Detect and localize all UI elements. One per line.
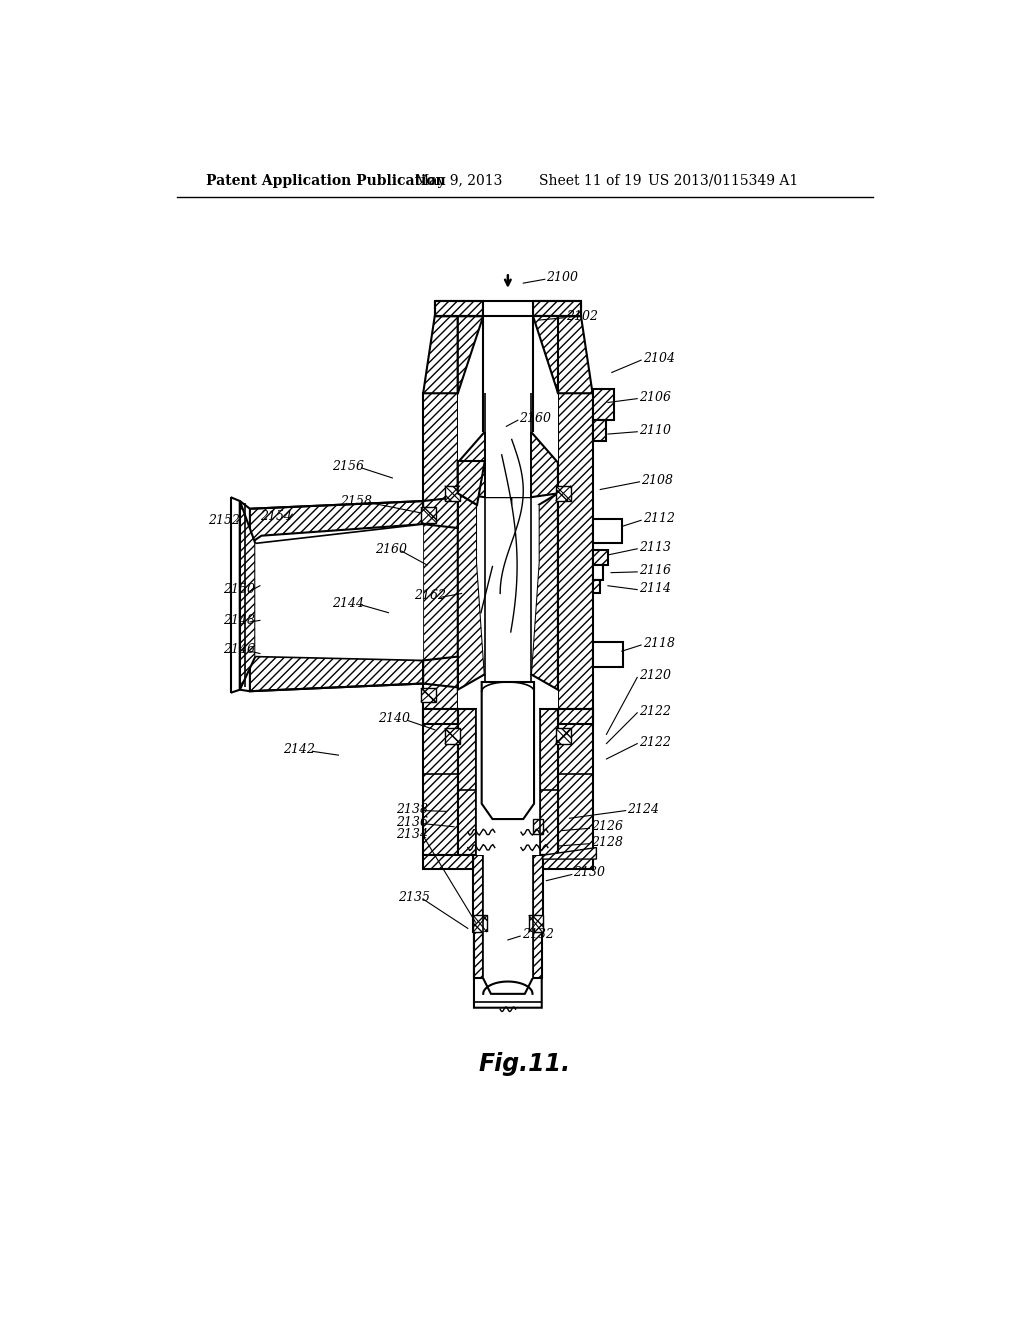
Polygon shape [481,682,535,818]
Polygon shape [458,494,484,689]
Polygon shape [421,507,436,523]
Polygon shape [532,317,558,393]
Polygon shape [240,502,255,689]
Text: 2135: 2135 [398,891,430,904]
Text: 2130: 2130 [573,866,605,879]
Text: 2138: 2138 [396,803,428,816]
Polygon shape [593,642,624,667]
Text: Patent Application Publication: Patent Application Publication [206,174,445,187]
Polygon shape [483,317,532,432]
Polygon shape [556,729,571,743]
Polygon shape [473,855,483,932]
Text: 2160: 2160 [519,412,551,425]
Text: 2144: 2144 [333,597,365,610]
Polygon shape [593,420,606,441]
Text: May 9, 2013: May 9, 2013 [416,174,503,187]
Polygon shape [423,393,458,709]
Text: 2124: 2124 [628,803,659,816]
Polygon shape [458,393,558,709]
Text: 2146: 2146 [223,643,255,656]
Polygon shape [444,729,460,743]
Text: 2118: 2118 [643,638,675,649]
Polygon shape [458,432,558,498]
Polygon shape [541,709,558,855]
Text: 2160: 2160 [376,543,408,556]
Polygon shape [435,301,483,317]
Text: 2154: 2154 [260,510,292,523]
Text: 2113: 2113 [639,541,671,554]
Polygon shape [528,915,543,932]
Text: 2126: 2126 [591,820,623,833]
Text: 2106: 2106 [639,391,671,404]
Polygon shape [532,932,542,978]
Text: 2162: 2162 [414,589,445,602]
Text: 2134: 2134 [396,828,428,841]
Text: 2128: 2128 [591,836,623,849]
Text: 2142: 2142 [283,743,315,756]
Polygon shape [474,932,542,1007]
Polygon shape [423,498,458,528]
Polygon shape [458,317,483,393]
Polygon shape [483,932,532,978]
Polygon shape [473,915,487,932]
Text: 2112: 2112 [643,512,675,525]
Text: 2158: 2158 [340,495,372,508]
Text: Sheet 11 of 19: Sheet 11 of 19 [539,174,641,187]
Text: 2108: 2108 [641,474,673,487]
Text: 2122: 2122 [639,705,671,718]
Polygon shape [474,932,483,978]
Text: 2104: 2104 [643,352,675,366]
Polygon shape [543,847,596,859]
Polygon shape [593,519,622,544]
Text: 2148: 2148 [223,614,255,627]
Text: US 2013/0115349 A1: US 2013/0115349 A1 [648,174,799,187]
Polygon shape [423,317,483,393]
Polygon shape [556,486,571,502]
Polygon shape [532,818,543,834]
Text: 2136: 2136 [396,816,428,829]
Text: 2100: 2100 [547,271,579,284]
Text: 2152: 2152 [208,513,240,527]
Polygon shape [444,486,460,502]
Polygon shape [484,432,531,498]
Polygon shape [558,709,593,855]
Polygon shape [532,855,543,932]
Polygon shape [558,393,593,709]
Polygon shape [475,709,541,855]
Polygon shape [423,656,458,688]
Polygon shape [421,688,436,702]
Polygon shape [458,461,484,506]
Polygon shape [593,565,603,581]
Polygon shape [532,317,593,393]
Text: 2140: 2140 [379,713,411,726]
Polygon shape [423,709,458,855]
Polygon shape [543,855,593,869]
Polygon shape [483,301,532,317]
Polygon shape [531,494,558,689]
Polygon shape [423,855,473,869]
Polygon shape [477,506,539,675]
Polygon shape [458,709,475,855]
Text: 2116: 2116 [639,564,671,577]
Text: Fig.11.: Fig.11. [479,1052,570,1076]
Polygon shape [255,524,423,660]
Text: 2114: 2114 [639,582,671,594]
Polygon shape [250,502,423,544]
Polygon shape [250,651,423,692]
Polygon shape [593,581,600,593]
Polygon shape [483,855,532,932]
Text: 2122: 2122 [639,735,671,748]
Polygon shape [593,389,614,420]
Text: 2120: 2120 [639,669,671,682]
Polygon shape [593,549,608,565]
Polygon shape [532,301,581,317]
Text: 2132: 2132 [521,928,554,941]
Text: 2102: 2102 [565,310,598,323]
Text: 2156: 2156 [333,459,365,473]
Text: 2150: 2150 [223,583,255,597]
Text: 2110: 2110 [639,424,671,437]
